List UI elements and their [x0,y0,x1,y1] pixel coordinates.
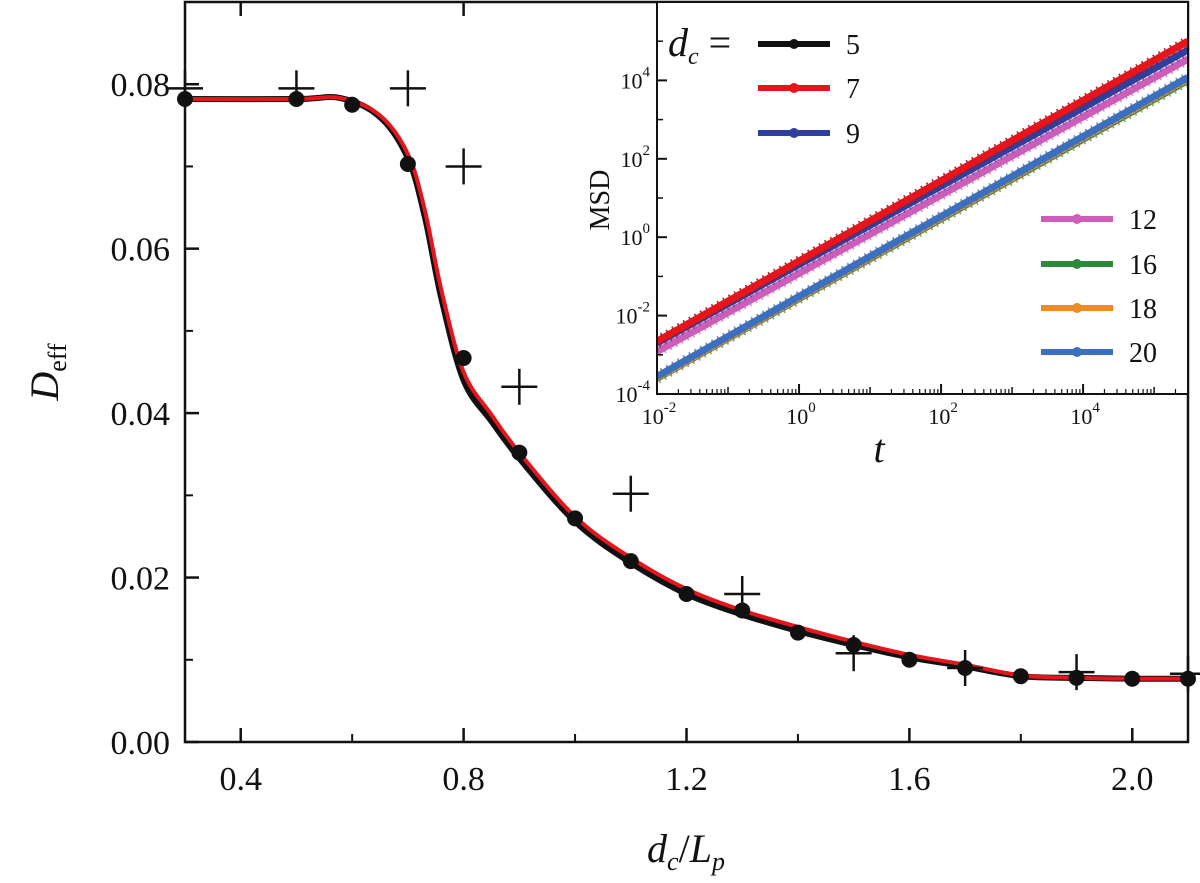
series-0-point [399,155,416,172]
inset-y-tick-label: 10-4 [616,378,651,407]
legend-marker [789,39,799,49]
legend-item-16: 16 [1041,250,1157,281]
inset-y-tick-label: 10-2 [616,300,651,329]
legend-marker [1072,303,1082,313]
inset-legend: dc = 5 7 9 12 16 18 20 [668,20,1157,369]
y-tick-label: 0.06 [111,232,171,269]
series-3-point [835,635,872,672]
x-tick-label: 1.2 [665,761,708,798]
series-0-point [901,651,918,668]
y-tick-label: 0.04 [111,396,171,433]
inset-x-tick-label: 104 [1070,400,1100,429]
series-3-point [167,70,203,107]
series-3-point [1058,654,1095,691]
series-0-point [567,510,584,527]
legend-marker [789,83,799,93]
y-tick-label: 0.00 [111,725,171,762]
inset-series-20-markers [657,72,1188,382]
series-3-point [1170,655,1200,692]
inset-x-axis-title: t [873,426,885,471]
series-0-point [344,96,361,113]
series-0-point [789,624,806,641]
main-x-axis-title: dc/Lp [647,826,725,876]
y-tick-label: 0.08 [111,67,171,104]
legend-marker [789,128,799,138]
series-3-point [612,475,649,512]
inset-y-tick-label: 102 [621,143,651,172]
inset-y-tick-label: 104 [621,64,651,93]
y-tick-label: 0.02 [111,561,171,598]
legend-item-5: 5 [758,30,860,61]
x-tick-label: 2.0 [1111,761,1154,798]
series-3-point [501,368,538,405]
series-0-point [1012,668,1029,685]
legend-marker [1072,259,1082,269]
legend-marker [1072,214,1082,224]
series-3-point [278,70,315,107]
series-3-point [947,650,984,686]
legend-item-7: 7 [758,74,860,105]
inset-x-axis: 10-2 100 102 104 [642,384,1189,429]
legend-label: 20 [1129,338,1157,369]
legend-item-18: 18 [1041,294,1157,325]
legend-marker [1072,347,1082,357]
legend-label: 18 [1129,294,1157,325]
inset-plot-series [657,36,1188,384]
inset-x-tick-label: 10-2 [642,400,677,429]
legend-item-12: 12 [1041,205,1157,236]
series-0-point [622,553,639,570]
inset-y-axis-title: MSD [585,170,616,231]
legend-label: 7 [846,74,860,105]
series-0-point [511,444,528,461]
inset-x-tick-label: 102 [928,400,958,429]
legend-label: 16 [1129,250,1157,281]
legend-label: 5 [846,30,860,61]
legend-item-20: 20 [1041,338,1157,369]
legend-label: 12 [1129,205,1157,236]
main-y-axis-title: Deff [22,343,72,402]
x-tick-label: 0.4 [219,761,262,798]
series-3-point [389,70,426,107]
series-0-point [1124,670,1141,687]
x-tick-label: 0.8 [442,761,485,798]
inset-series-12-line [657,56,1188,355]
series-0-point [455,350,472,367]
inset-x-tick-label: 100 [786,400,816,429]
legend-item-9: 9 [758,119,860,150]
series-0-point [678,586,695,602]
legend-title: dc = [668,20,731,70]
main-y-axis: 0.00 0.02 0.04 0.06 0.08 [111,67,199,762]
inset-y-tick-label: 100 [621,221,651,250]
x-tick-label: 1.6 [888,761,931,798]
legend-label: 9 [846,119,860,150]
inset-series-7-markers [657,36,1188,347]
series-3-point [724,576,761,612]
main-plot-series [167,70,1200,692]
series-3-point [445,148,482,185]
inset-y-axis: 10-4 10-2 100 102 104 [616,40,667,407]
